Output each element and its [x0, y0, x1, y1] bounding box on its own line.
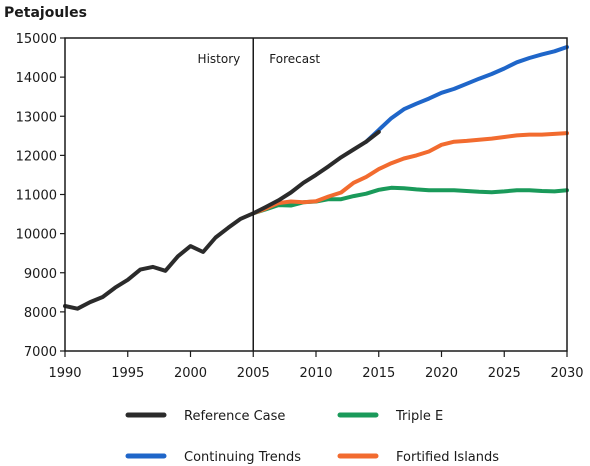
x-tick-label: 2015 [362, 366, 395, 381]
x-tick-label: 1995 [111, 366, 144, 381]
x-tick-label: 2030 [550, 366, 583, 381]
series-line-fortified-islands [251, 131, 569, 216]
forecast-annotation: Forecast [269, 52, 320, 66]
legend: Reference Case Triple E Continuing Trends F… [125, 409, 499, 465]
y-tick-label: 11000 [16, 189, 57, 204]
axes: 7000 8000 9000 10000 11000 12000 13000 14000 150… [16, 32, 584, 381]
y-tick-label: 12000 [16, 149, 57, 164]
legend-label-continuing-trends: Continuing Trends [184, 450, 301, 465]
y-tick-label: 8000 [24, 306, 57, 321]
legend-label-reference-case: Reference Case [184, 409, 285, 424]
y-tick-label: 14000 [16, 71, 57, 86]
y-tick-label: 9000 [24, 267, 57, 282]
legend-label-triple-e: Triple E [395, 409, 443, 424]
legend-label-fortified-islands: Fortified Islands [396, 450, 499, 465]
series-line-reference-case [63, 129, 381, 311]
y-tick-label: 7000 [24, 345, 57, 360]
history-annotation: History [198, 52, 241, 66]
y-axis-label: Petajoules [4, 5, 87, 21]
y-tick-label: 15000 [16, 32, 57, 47]
y-tick-label: 10000 [16, 228, 57, 243]
plot-area [63, 45, 569, 311]
x-tick-label: 2005 [237, 366, 270, 381]
x-tick-label: 2020 [425, 366, 458, 381]
x-tick-label: 2000 [174, 366, 207, 381]
plot-frame [64, 37, 568, 352]
y-tick-label: 13000 [16, 110, 57, 125]
x-tick-label: 2025 [488, 366, 521, 381]
x-tick-label: 2010 [299, 366, 332, 381]
series-line-continuing-trends [364, 45, 569, 144]
x-tick-label: 1990 [48, 366, 81, 381]
